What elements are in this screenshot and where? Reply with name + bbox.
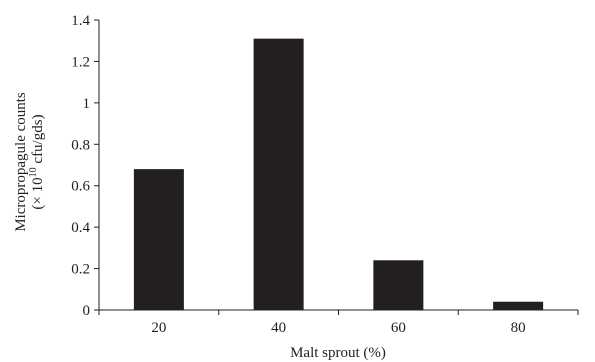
y-axis-title: Micropropagule counts (× 1010 cfu/gds) — [13, 92, 46, 232]
y-tick-labels: 0 0.2 0.4 0.6 0.8 1 1.2 1.4 — [71, 13, 90, 319]
y-tick-label: 1.2 — [71, 54, 90, 70]
bar-60 — [373, 260, 424, 310]
x-tick-label: 20 — [151, 320, 166, 336]
x-tick-label: 60 — [391, 320, 406, 336]
bar-80 — [493, 301, 544, 310]
y-axis-title-line1: Micropropagule counts — [13, 92, 29, 232]
x-axis-title: Malt sprout (%) — [290, 345, 386, 361]
x-tick-label: 40 — [271, 320, 286, 336]
x-tick-label: 80 — [511, 320, 526, 336]
bar-20 — [133, 169, 184, 310]
y-axis-title-suffix: cfu/gds) — [30, 114, 46, 167]
y-tick-label: 0 — [83, 303, 91, 319]
y-axis-title-exponent: 10 — [28, 167, 39, 177]
y-tick-label: 0.6 — [71, 179, 90, 195]
y-tick-label: 1 — [83, 96, 91, 112]
y-tick-label: 0.2 — [71, 262, 90, 278]
bars — [133, 38, 544, 311]
y-tick-label: 0.8 — [71, 137, 90, 153]
axes — [94, 19, 579, 315]
y-tick-label: 1.4 — [71, 13, 90, 29]
y-axis-title-prefix: (× 10 — [30, 177, 46, 209]
bar-40 — [253, 38, 304, 311]
y-axis-title-line2: (× 1010 cfu/gds) — [28, 114, 46, 209]
x-tick-labels: 20 40 60 80 — [151, 320, 525, 336]
y-tick-label: 0.4 — [71, 220, 90, 236]
